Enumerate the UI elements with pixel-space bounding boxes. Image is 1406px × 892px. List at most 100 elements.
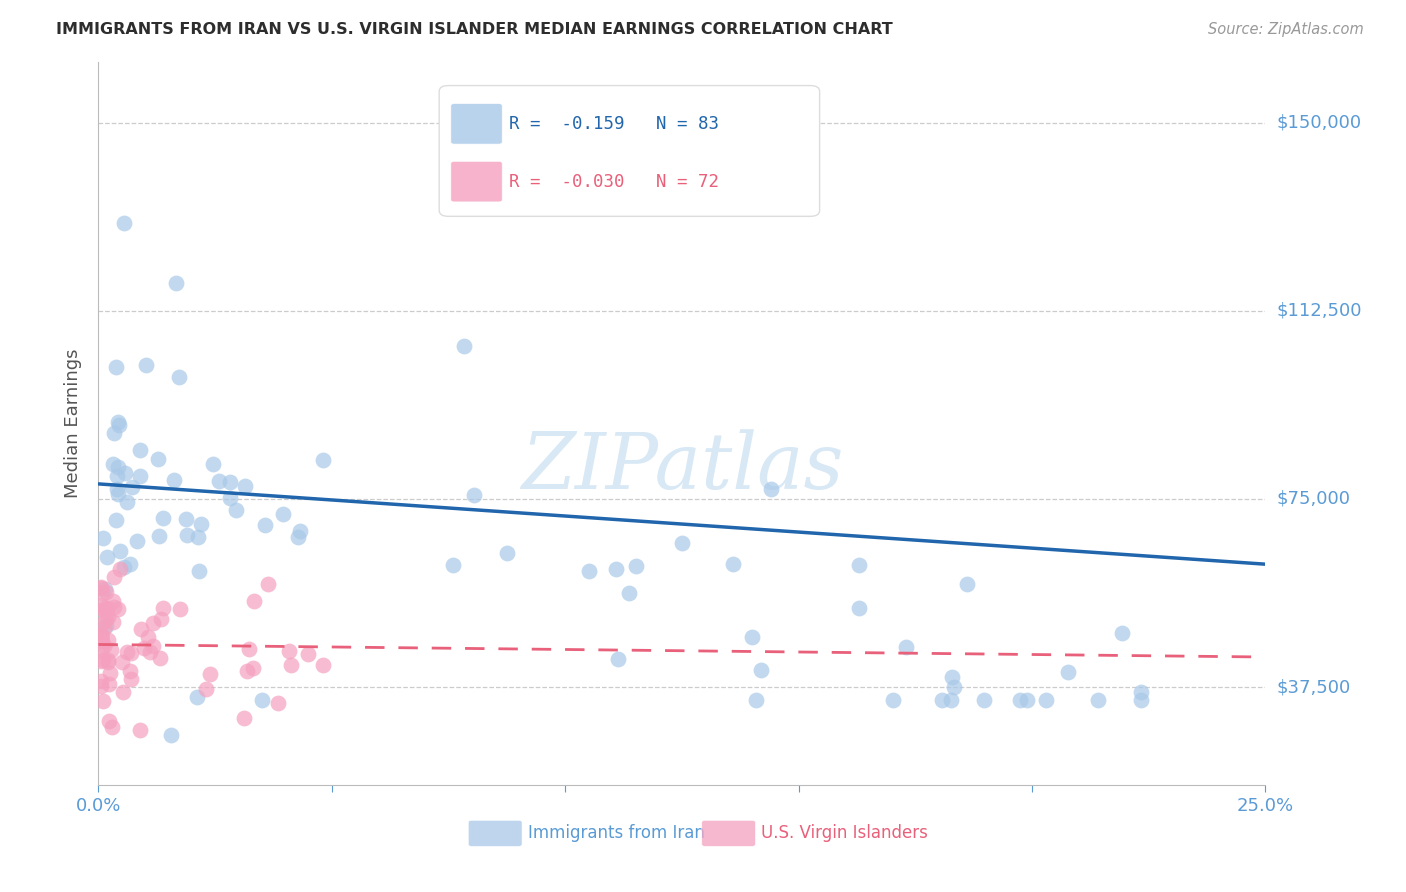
Point — [120, 672, 142, 686]
Point — [120, 646, 142, 660]
Point — [142, 616, 165, 631]
Point — [741, 630, 763, 644]
Point — [107, 460, 129, 475]
Text: Immigrants from Iran: Immigrants from Iran — [527, 824, 704, 842]
Point — [759, 482, 782, 496]
Point — [624, 558, 647, 573]
Point — [848, 600, 870, 615]
Point — [243, 594, 266, 608]
Point — [165, 276, 187, 290]
Point — [101, 720, 124, 734]
Text: $37,500: $37,500 — [1277, 678, 1351, 696]
Point — [107, 602, 129, 616]
Point — [101, 457, 124, 471]
Point — [128, 469, 150, 483]
Point — [107, 486, 129, 500]
Point — [90, 654, 112, 668]
Y-axis label: Median Earnings: Median Earnings — [65, 349, 83, 499]
Point — [225, 503, 247, 517]
Point — [98, 677, 121, 691]
Point — [219, 475, 242, 490]
Point — [280, 657, 302, 672]
Point — [931, 692, 953, 706]
Point — [208, 475, 231, 489]
Point — [496, 546, 519, 560]
Point — [288, 524, 311, 538]
Point — [94, 585, 117, 599]
Point — [312, 453, 335, 467]
Point — [103, 570, 125, 584]
Point — [1129, 692, 1152, 706]
Point — [91, 586, 114, 600]
Point — [93, 602, 115, 616]
Point — [278, 644, 301, 658]
Point — [93, 621, 115, 635]
Point — [453, 338, 475, 352]
Point — [105, 483, 128, 497]
Point — [128, 443, 150, 458]
Point — [941, 670, 963, 684]
Point — [148, 529, 170, 543]
Point — [90, 629, 112, 643]
Point — [114, 466, 136, 480]
Point — [233, 479, 256, 493]
Point — [90, 581, 112, 595]
Point — [90, 631, 112, 645]
Point — [201, 457, 224, 471]
Point — [721, 557, 744, 571]
Point — [90, 673, 112, 688]
FancyBboxPatch shape — [451, 161, 502, 202]
Point — [1008, 692, 1031, 706]
Point — [108, 417, 131, 432]
Point — [118, 558, 141, 572]
Point — [90, 634, 112, 648]
Point — [287, 530, 309, 544]
Point — [236, 664, 259, 678]
Point — [271, 508, 294, 522]
Point — [1035, 692, 1057, 706]
Point — [129, 723, 152, 737]
Point — [134, 640, 156, 655]
Point — [108, 562, 131, 576]
Point — [108, 543, 131, 558]
Point — [103, 600, 125, 615]
Point — [90, 628, 112, 642]
Point — [93, 582, 115, 596]
Point — [121, 480, 143, 494]
Point — [167, 370, 190, 384]
Point — [441, 558, 464, 573]
Point — [127, 533, 149, 548]
Point — [110, 655, 132, 669]
Point — [253, 518, 276, 533]
Point — [1111, 626, 1133, 640]
Point — [848, 558, 870, 573]
Point — [90, 679, 112, 693]
Point — [94, 619, 117, 633]
Point — [103, 615, 125, 630]
Point — [90, 598, 112, 612]
Point — [93, 639, 115, 653]
Text: U.S. Virgin Islanders: U.S. Virgin Islanders — [761, 824, 928, 842]
Point — [1087, 692, 1109, 706]
Point — [176, 527, 198, 541]
FancyBboxPatch shape — [439, 86, 820, 217]
Point — [297, 648, 319, 662]
Point — [94, 614, 117, 628]
Point — [190, 516, 212, 531]
Point — [973, 692, 995, 706]
Point — [149, 650, 172, 665]
Point — [152, 601, 174, 615]
Point — [745, 692, 768, 706]
Point — [186, 690, 208, 704]
Point — [267, 696, 290, 710]
Text: ZIPatlas: ZIPatlas — [520, 429, 844, 505]
Point — [98, 665, 121, 680]
FancyBboxPatch shape — [702, 821, 755, 847]
Point — [96, 601, 118, 615]
Point — [114, 560, 136, 574]
FancyBboxPatch shape — [468, 821, 522, 847]
Point — [97, 656, 120, 670]
Point — [606, 651, 628, 665]
Point — [578, 564, 600, 578]
Point — [152, 511, 174, 525]
